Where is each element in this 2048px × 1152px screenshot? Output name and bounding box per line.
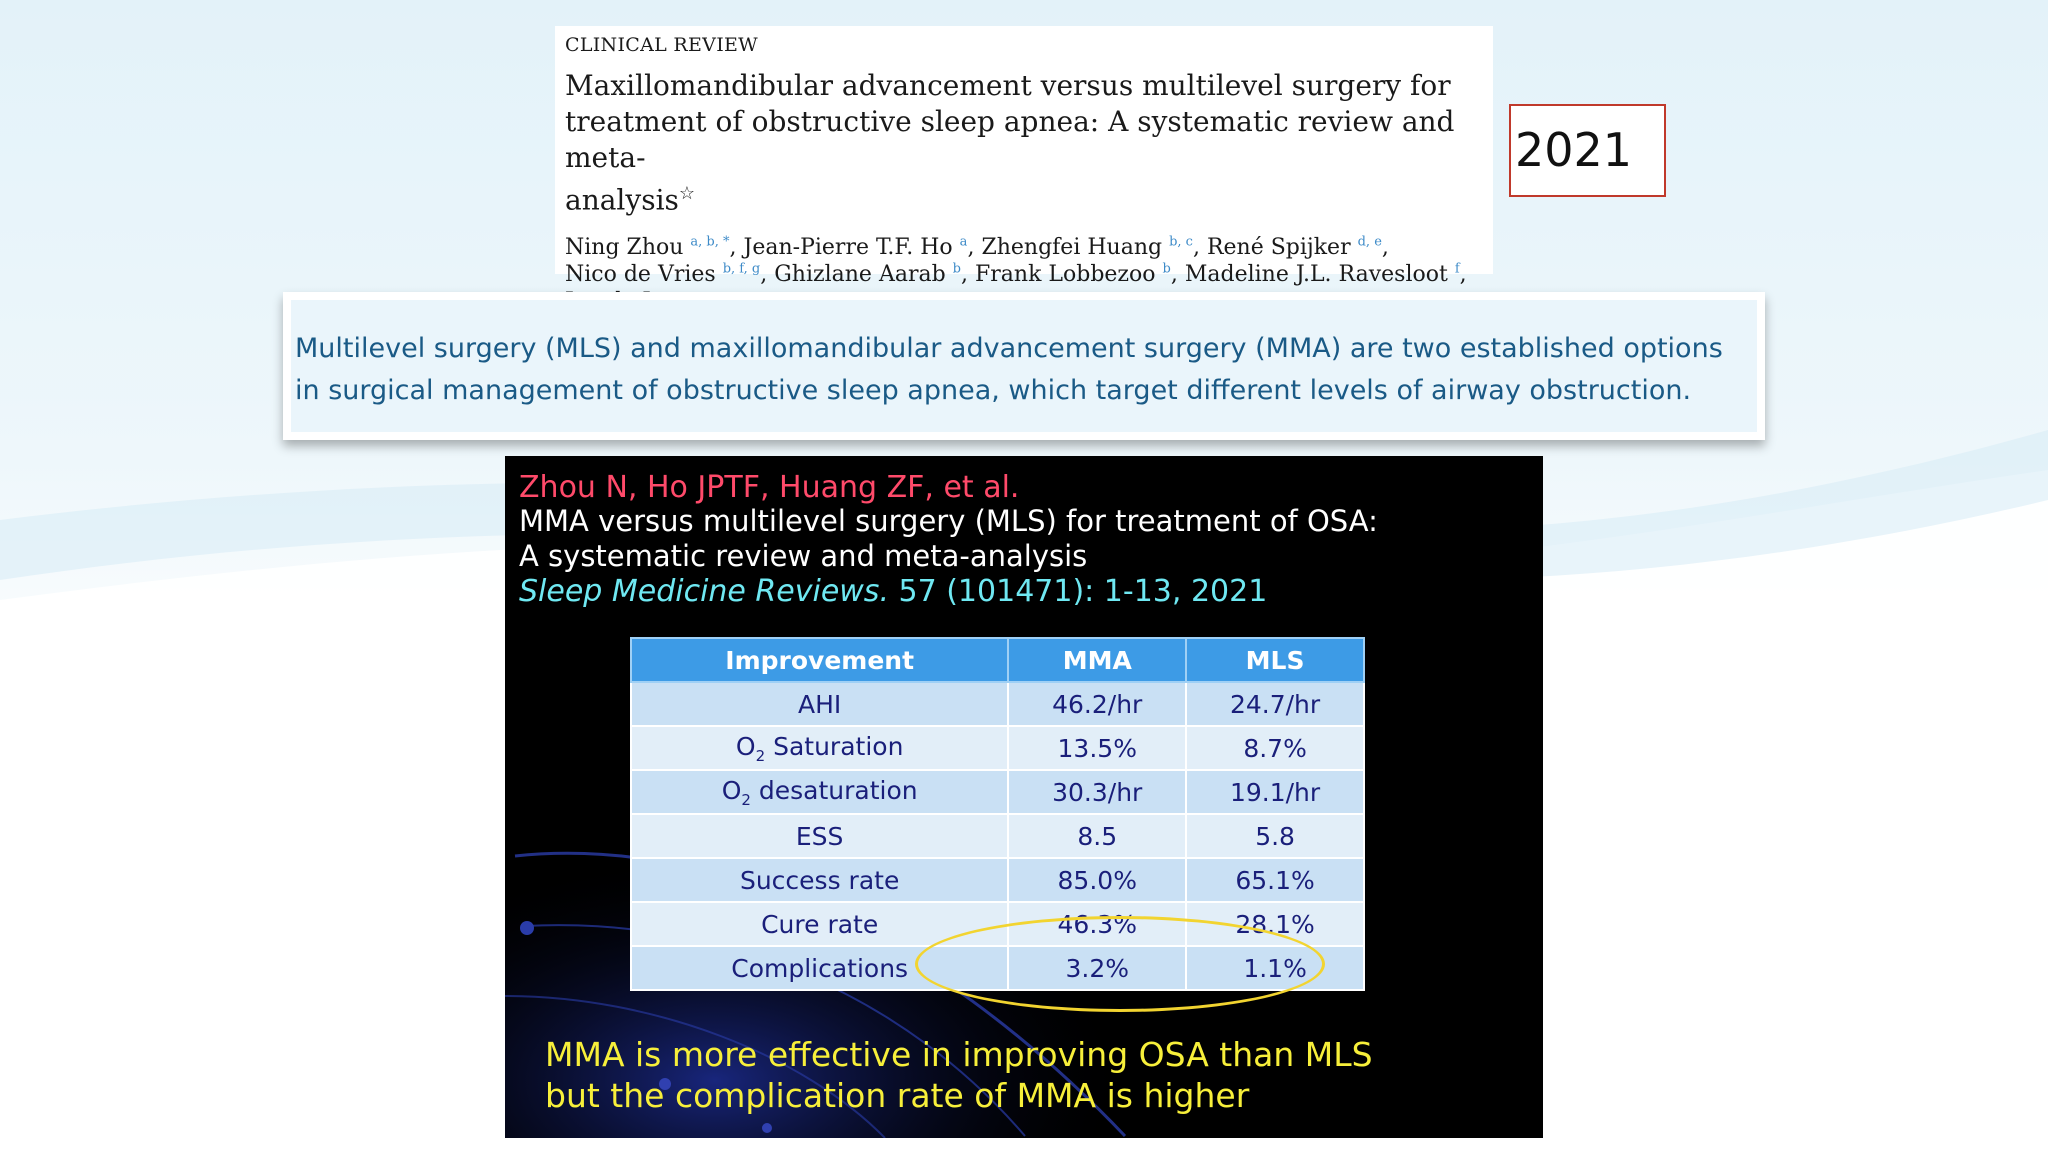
author-affiliation[interactable]: a, b, * bbox=[690, 235, 730, 250]
row-label: O2 Saturation bbox=[629, 725, 1010, 771]
label-subscript: 2 bbox=[755, 746, 766, 765]
row-label: AHI bbox=[629, 681, 1010, 727]
row-label: ESS bbox=[629, 813, 1010, 859]
row-label: Success rate bbox=[629, 857, 1010, 903]
header-mls: MLS bbox=[1185, 637, 1365, 683]
author-name: Zhengfei Huang bbox=[981, 235, 1163, 261]
author-separator: , bbox=[961, 262, 975, 288]
author-separator: , bbox=[1459, 262, 1467, 288]
cell-mma: 8.5 bbox=[1007, 813, 1188, 859]
table-row: O2 Saturation 13.5% 8.7% bbox=[629, 725, 1365, 771]
slide-authors: Zhou N, Ho JPTF, Huang ZF, et al. bbox=[519, 470, 1020, 505]
label-subscript: 2 bbox=[741, 790, 751, 809]
presentation-slide: Zhou N, Ho JPTF, Huang ZF, et al. MMA ve… bbox=[505, 456, 1543, 1138]
table-row: AHI 46.2/hr 24.7/hr bbox=[629, 681, 1365, 727]
paper-title-text: Maxillomandibular advancement versus mul… bbox=[565, 69, 1455, 217]
author-affiliation[interactable]: a bbox=[959, 235, 968, 250]
table-header-row: Improvement MMA MLS bbox=[629, 637, 1365, 683]
cell-mls: 8.7% bbox=[1185, 725, 1365, 771]
author-affiliation[interactable]: b, c bbox=[1169, 235, 1193, 250]
author-affiliation[interactable]: d, e bbox=[1357, 235, 1382, 250]
author-affiliation[interactable]: f bbox=[1454, 262, 1460, 277]
journal-name: Sleep Medicine Reviews. bbox=[519, 574, 889, 609]
cell-mls: 24.7/hr bbox=[1185, 681, 1365, 727]
row-label: Complications bbox=[629, 945, 1010, 991]
author-separator: , bbox=[1170, 262, 1185, 288]
slide-journal: Sleep Medicine Reviews. 57 (101471): 1-1… bbox=[519, 574, 1267, 609]
author-separator: , bbox=[729, 235, 744, 261]
table-row: O2 desaturation 30.3/hr 19.1/hr bbox=[629, 769, 1365, 815]
author-affiliation[interactable]: b bbox=[952, 262, 961, 277]
author-affiliation[interactable]: b, f, g bbox=[722, 262, 761, 277]
table-row: ESS 8.5 5.8 bbox=[629, 813, 1365, 859]
journal-reference: 57 (101471): 1-13, 2021 bbox=[888, 574, 1268, 609]
author-separator: , bbox=[1381, 235, 1389, 261]
cell-mma: 30.3/hr bbox=[1007, 769, 1188, 815]
slide-title: MMA versus multilevel surgery (MLS) for … bbox=[519, 504, 1378, 573]
year-box: 2021 bbox=[1509, 104, 1666, 197]
author-name: Jean-Pierre T.F. Ho bbox=[743, 235, 953, 261]
cell-mma: 85.0% bbox=[1007, 857, 1188, 903]
author-name: Madeline J.L. Ravesloot bbox=[1184, 262, 1448, 288]
author-separator: , bbox=[760, 262, 775, 288]
cell-mls: 19.1/hr bbox=[1185, 769, 1365, 815]
label-main: O bbox=[721, 775, 742, 805]
abstract-text: Multilevel surgery (MLS) and maxillomand… bbox=[291, 300, 1757, 432]
author-name: Frank Lobbezoo bbox=[975, 262, 1156, 288]
paper-title: Maxillomandibular advancement versus mul… bbox=[565, 68, 1483, 218]
label-rest: Saturation bbox=[765, 731, 904, 761]
header-improvement: Improvement bbox=[629, 637, 1010, 683]
abstract-box: Multilevel surgery (MLS) and maxillomand… bbox=[283, 292, 1765, 440]
cell-mls: 5.8 bbox=[1185, 813, 1365, 859]
label-rest: desaturation bbox=[750, 775, 918, 805]
row-label: Cure rate bbox=[629, 901, 1010, 947]
table-row: Success rate 85.0% 65.1% bbox=[629, 857, 1365, 903]
cell-mma: 46.2/hr bbox=[1007, 681, 1188, 727]
author-affiliation[interactable]: b bbox=[1162, 262, 1171, 277]
header-mma: MMA bbox=[1007, 637, 1188, 683]
row-label: O2 desaturation bbox=[629, 769, 1010, 815]
star-icon: ☆ bbox=[678, 183, 696, 204]
author-separator: , bbox=[1192, 235, 1207, 261]
paper-header: CLINICAL REVIEW Maxillomandibular advanc… bbox=[555, 26, 1493, 314]
cell-mma: 13.5% bbox=[1007, 725, 1188, 771]
section-label: CLINICAL REVIEW bbox=[565, 34, 759, 56]
highlight-ellipse bbox=[915, 916, 1325, 1012]
author-name: Ning Zhou bbox=[565, 235, 684, 261]
label-main: O bbox=[735, 731, 756, 761]
author-name: Ghizlane Aarab bbox=[774, 262, 946, 288]
author-name: Nico de Vries bbox=[565, 262, 716, 288]
author-separator: , bbox=[967, 235, 982, 261]
author-name: René Spijker bbox=[1206, 235, 1351, 261]
cell-mls: 65.1% bbox=[1185, 857, 1365, 903]
slide-conclusion: MMA is more effective in improving OSA t… bbox=[545, 1035, 1373, 1115]
